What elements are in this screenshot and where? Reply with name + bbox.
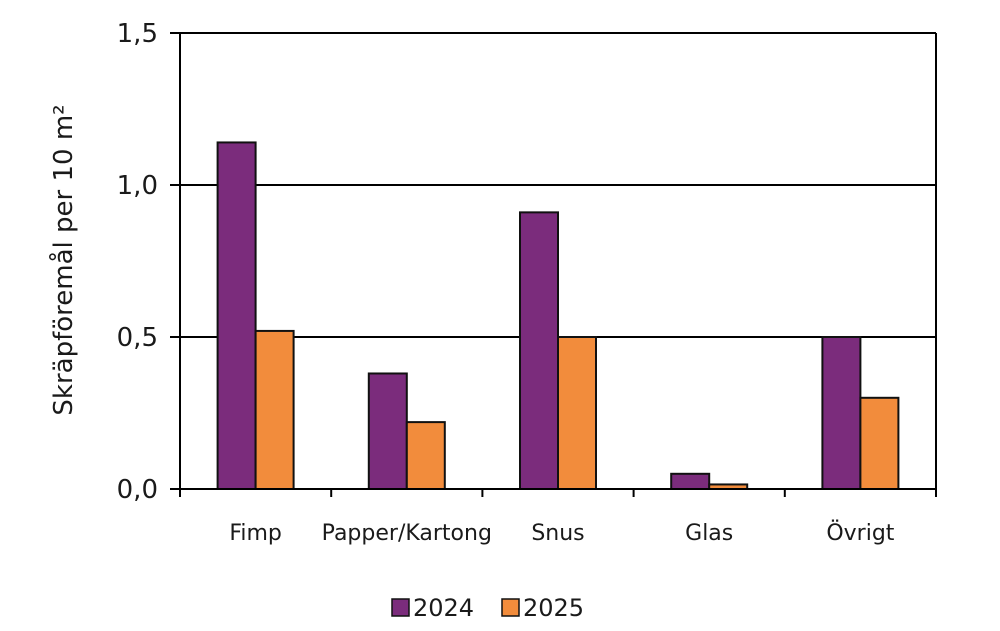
bar-2024-Papper/Kartong bbox=[367, 372, 408, 491]
y-tick-label: 0,5 bbox=[117, 323, 158, 353]
legend-label: 2024 bbox=[413, 594, 474, 622]
legend: 2024 2025 bbox=[391, 594, 584, 622]
axes bbox=[170, 32, 937, 497]
legend-label: 2025 bbox=[523, 594, 584, 622]
x-category-label: Fimp bbox=[229, 521, 282, 546]
bar-2025-Snus bbox=[557, 336, 597, 490]
x-category-label: Snus bbox=[531, 521, 584, 546]
y-axis-title: Skräpföremål per 10 m² bbox=[48, 104, 79, 415]
y-tick-label: 1,5 bbox=[117, 19, 158, 49]
y-tick-label: 0,0 bbox=[117, 475, 158, 505]
x-category-label: Glas bbox=[685, 521, 733, 546]
x-category-labels: Fimp Papper/Kartong Snus Glas Övrigt bbox=[229, 520, 894, 546]
y-tick-label: 1,0 bbox=[117, 171, 158, 201]
x-category-label: Papper/Kartong bbox=[322, 521, 492, 546]
legend-swatch-2025 bbox=[501, 598, 520, 617]
legend-swatch-2024 bbox=[391, 598, 410, 617]
bar-2024-Snus bbox=[519, 211, 559, 491]
bar-2025-Fimp bbox=[254, 329, 295, 491]
bar-2024-Fimp bbox=[216, 141, 257, 490]
bar-2025-Övrigt bbox=[859, 396, 900, 490]
x-category-label: Övrigt bbox=[826, 520, 894, 546]
bars bbox=[216, 141, 900, 491]
bar-2024-Övrigt bbox=[821, 336, 862, 490]
bar-2025-Papper/Kartong bbox=[405, 421, 446, 490]
y-tick-labels: 0,0 0,5 1,0 1,5 bbox=[117, 19, 158, 505]
bar-2024-Glas bbox=[670, 472, 711, 490]
